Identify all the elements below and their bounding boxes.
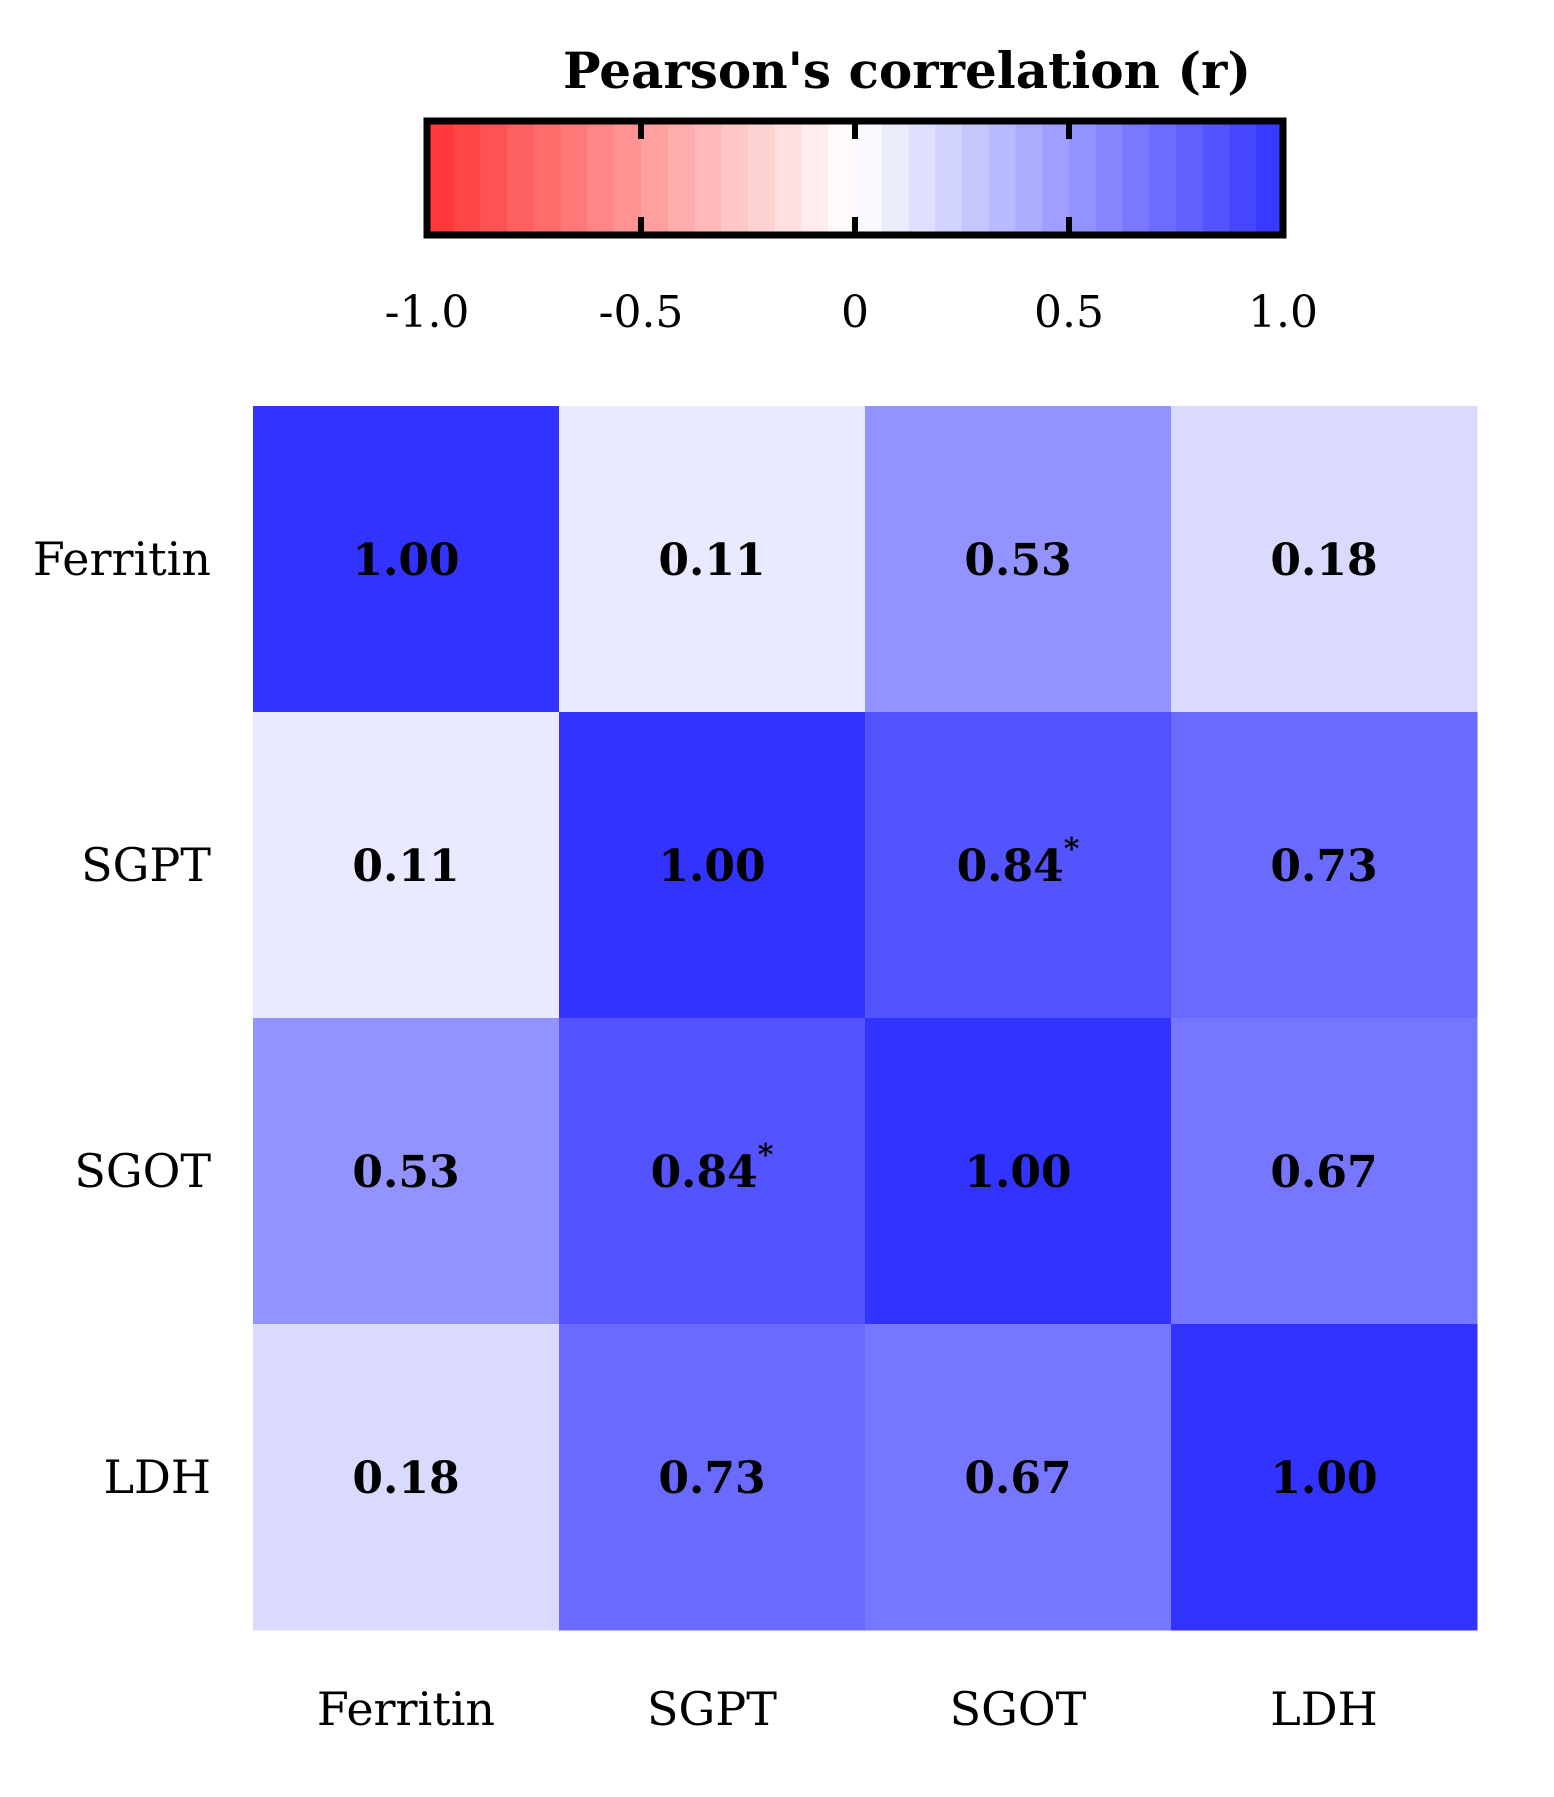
heatmap-cell <box>1171 712 1478 1019</box>
significance-star: * <box>1064 832 1080 867</box>
colorbar-swatch <box>935 121 963 235</box>
cell-value-label: 0.73 <box>1270 841 1377 892</box>
cell-value-label: 0.84* <box>651 1138 774 1198</box>
heatmap-cell <box>865 1324 1172 1631</box>
significance-star: * <box>758 1138 774 1173</box>
colorbar-tick-label: 1.0 <box>1248 287 1318 338</box>
chart-title: Pearson's correlation (r) <box>563 41 1251 100</box>
cell-value-label: 0.53 <box>964 535 1071 586</box>
colorbar-swatch <box>908 121 936 235</box>
column-label: Ferritin <box>317 1682 495 1736</box>
cell-value-label: 0.67 <box>1270 1147 1377 1198</box>
heatmap-cell <box>865 406 1172 713</box>
column-label: SGOT <box>950 1682 1087 1736</box>
column-labels: Ferritin SGPT SGOT LDH <box>317 1682 1378 1736</box>
colorbar-swatch <box>667 121 696 235</box>
heatmap-cell <box>253 1018 560 1325</box>
heatmap-cell <box>559 1018 866 1325</box>
heatmap-cell <box>1171 1324 1478 1631</box>
colorbar-tick-label: 0 <box>841 287 869 338</box>
colorbar-swatch <box>1069 121 1097 235</box>
colorbar-swatch <box>1202 121 1231 235</box>
colorbar-swatch <box>480 121 508 235</box>
heatmap-cell <box>253 712 560 1019</box>
heatmap-cell <box>253 406 560 713</box>
cell-value-label: 0.53 <box>352 1147 459 1198</box>
column-label: SGPT <box>647 1682 777 1736</box>
cell-value-label: 0.18 <box>352 1453 459 1504</box>
colorbar-swatch <box>881 121 910 235</box>
heatmap-cell <box>253 1324 560 1631</box>
cell-value-label: 0.67 <box>964 1453 1071 1504</box>
heatmap-cell <box>1171 406 1478 713</box>
colorbar-swatch <box>1095 121 1124 235</box>
row-label: LDH <box>103 1450 211 1504</box>
heatmap-cell <box>559 712 866 1019</box>
colorbar-tick-label: -0.5 <box>599 287 684 338</box>
colorbar-swatch <box>587 121 615 235</box>
colorbar-swatch <box>1122 121 1150 235</box>
colorbar-swatch <box>1149 121 1177 235</box>
heatmap-cell <box>865 1018 1172 1325</box>
row-label: SGOT <box>74 1144 211 1198</box>
colorbar-swatch <box>507 121 535 235</box>
heatmap-cell <box>865 712 1172 1019</box>
colorbar-swatch <box>1229 121 1257 235</box>
colorbar-tick-labels: -1.0 -0.5 0 0.5 1.0 <box>385 287 1318 338</box>
colorbar-swatch <box>427 121 455 235</box>
cell-value-label: 0.84* <box>957 832 1080 892</box>
colorbar <box>423 117 1287 239</box>
row-label: Ferritin <box>33 532 211 586</box>
colorbar-swatch <box>1042 121 1070 235</box>
cell-value-label: 1.00 <box>658 841 765 892</box>
colorbar-swatch <box>721 121 749 235</box>
colorbar-swatch <box>1015 121 1043 235</box>
row-label: SGPT <box>81 838 211 892</box>
colorbar-swatch <box>988 121 1017 235</box>
heatmap-cell <box>559 1324 866 1631</box>
cell-value-label: 0.73 <box>658 1453 765 1504</box>
colorbar-swatch <box>962 121 990 235</box>
heatmap-cells: 1.00 0.11 0.53 0.18 0.11 1.00 0.84* 0.73 0.53 0.8… <box>253 406 1478 1631</box>
cell-value-label: 1.00 <box>1270 1453 1377 1504</box>
heatmap-cell <box>1171 1018 1478 1325</box>
colorbar-swatch <box>1256 121 1284 235</box>
colorbar-swatch <box>828 121 856 235</box>
cell-value-label: 0.18 <box>1270 535 1377 586</box>
colorbar-swatch <box>694 121 722 235</box>
colorbar-swatch <box>855 121 883 235</box>
cell-value-label: 0.11 <box>352 841 459 892</box>
cell-value-label: 0.11 <box>658 535 765 586</box>
colorbar-swatch <box>534 121 562 235</box>
heatmap-cell <box>559 406 866 713</box>
colorbar-tick-label: -1.0 <box>385 287 470 338</box>
cell-value-label: 1.00 <box>352 535 459 586</box>
colorbar-swatch <box>641 121 669 235</box>
row-labels: Ferritin SGPT SGOT LDH <box>33 532 211 1504</box>
colorbar-tick-label: 0.5 <box>1034 287 1104 338</box>
colorbar-swatch <box>774 121 803 235</box>
column-label: LDH <box>1270 1682 1378 1736</box>
cell-value-label: 1.00 <box>964 1147 1071 1198</box>
colorbar-swatch <box>1176 121 1204 235</box>
colorbar-swatch <box>560 121 589 235</box>
colorbar-swatch <box>748 121 776 235</box>
colorbar-swatch <box>801 121 829 235</box>
colorbar-swatch <box>614 121 642 235</box>
colorbar-swatch <box>453 121 482 235</box>
